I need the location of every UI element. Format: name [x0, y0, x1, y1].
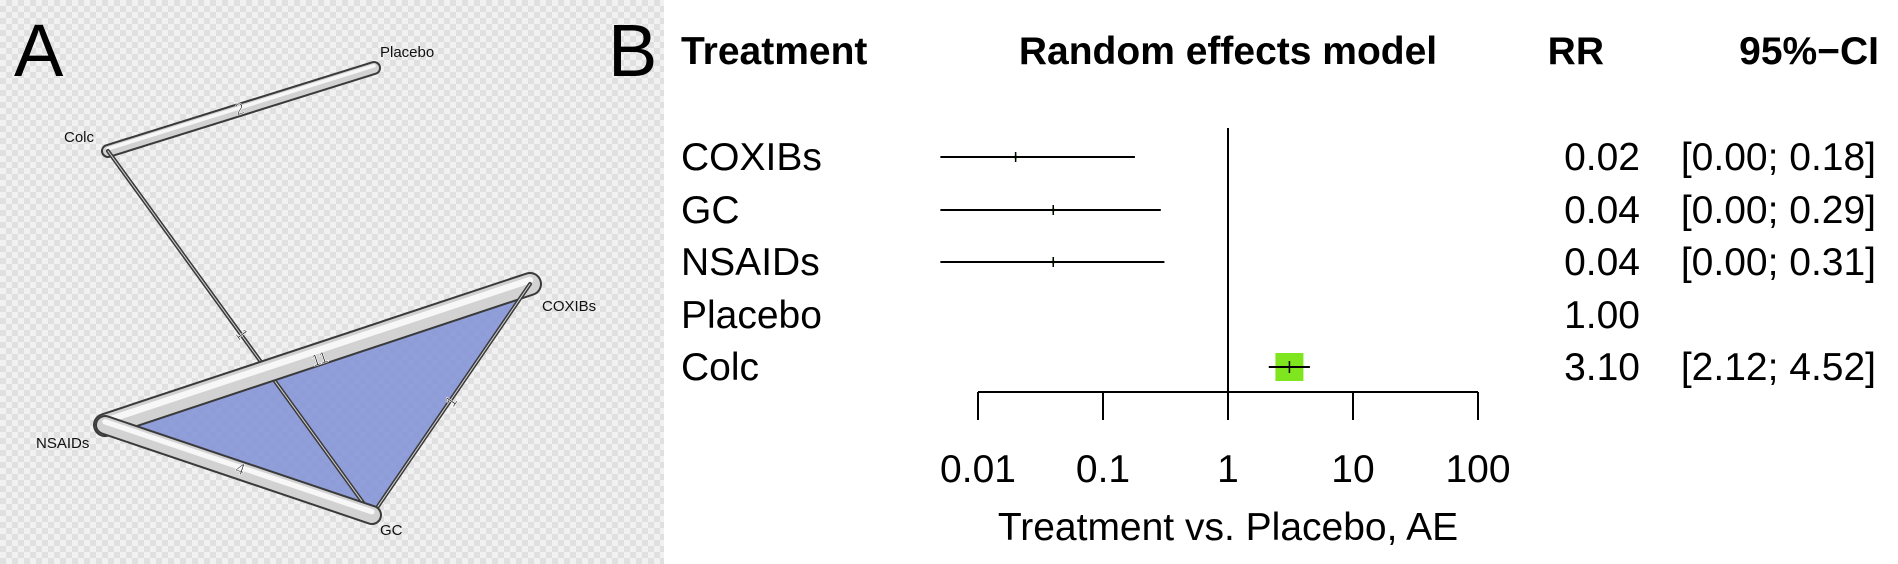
node-label: NSAIDs	[36, 435, 89, 452]
row-rr-value: 0.04	[1564, 241, 1640, 284]
row-ci-value: [0.00; 0.29]	[1681, 189, 1876, 232]
row-rr-value: 3.10	[1564, 346, 1640, 389]
row-treatment-name: GC	[681, 189, 740, 232]
row-ci-value: [0.00; 0.31]	[1681, 241, 1876, 284]
row-treatment-name: Placebo	[681, 294, 822, 337]
header-model: Random effects model	[1019, 30, 1437, 73]
x-tick-label: 0.01	[940, 448, 1016, 491]
panel-a-letter: A	[14, 9, 64, 92]
network-panel: A 2 1 11 1 4 Placebo Colc COXIBs NSAIDs GC	[0, 0, 664, 564]
row-treatment-name: NSAIDs	[681, 241, 820, 284]
edge-tube	[97, 417, 380, 523]
forest-row: GC 0.04 [0.00; 0.29]	[681, 189, 1876, 232]
row-treatment-name: Colc	[681, 346, 759, 389]
network-edge: 11	[93, 272, 542, 437]
x-tick-label: 10	[1331, 448, 1374, 491]
row-ci-value: [0.00; 0.18]	[1681, 136, 1876, 179]
edge-tube	[95, 274, 540, 435]
node-label: Colc	[64, 129, 95, 146]
forest-row: Placebo 1.00	[681, 294, 1640, 337]
node-label: Placebo	[380, 44, 434, 61]
network-edge: 1	[106, 149, 374, 517]
edge-tube	[107, 150, 373, 516]
header-treatment: Treatment	[681, 30, 867, 73]
forest-panel: B Treatment Random effects model RR 95%−CI C…	[608, 0, 1898, 564]
network-edge: 2	[101, 61, 381, 158]
panel-b-letter: B	[608, 9, 658, 92]
header-rr: RR	[1548, 30, 1604, 73]
x-tick-label: 1	[1217, 448, 1239, 491]
node-label: GC	[380, 522, 403, 539]
row-ci-value: [2.12; 4.52]	[1681, 346, 1876, 389]
node-label: COXIBs	[542, 298, 596, 315]
x-tick-label: 0.1	[1076, 448, 1130, 491]
header-ci: 95%−CI	[1739, 30, 1879, 73]
edge-tube	[371, 283, 531, 516]
row-treatment-name: COXIBs	[681, 136, 822, 179]
x-axis-label: Treatment vs. Placebo, AE	[998, 506, 1458, 549]
edge-highlight	[102, 419, 375, 515]
x-tick-label: 100	[1445, 448, 1510, 491]
edge-label: 11	[309, 349, 330, 370]
forest-plot: Treatment Random effects model RR 95%−CI COX…	[681, 30, 1879, 549]
forest-row: NSAIDs 0.04 [0.00; 0.31]	[681, 241, 1876, 284]
forest-row: Colc 3.10 [2.12; 4.52]	[681, 346, 1876, 389]
edge-tube	[103, 63, 379, 156]
forest-row: COXIBs 0.02 [0.00; 0.18]	[681, 136, 1876, 179]
row-rr-value: 0.04	[1564, 189, 1640, 232]
row-rr-value: 1.00	[1564, 294, 1640, 337]
edge-highlight	[101, 276, 534, 425]
edge-highlight	[106, 64, 376, 151]
row-rr-value: 0.02	[1564, 136, 1640, 179]
network-edge: 4	[95, 415, 382, 525]
